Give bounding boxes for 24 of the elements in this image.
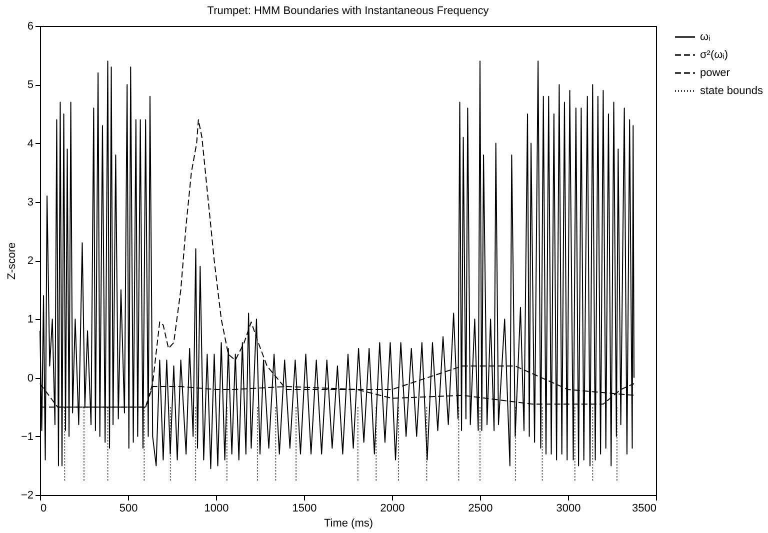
y-tick-label: 4 xyxy=(27,138,34,150)
y-tick-label: −2 xyxy=(20,490,34,502)
legend-label: σ²(ωᵢ) xyxy=(700,49,728,61)
x-tick-label: 2500 xyxy=(468,502,493,514)
x-tick-label: 1000 xyxy=(204,502,229,514)
y-tick-label: −1 xyxy=(20,430,34,443)
legend-label: ωᵢ xyxy=(700,31,711,43)
x-tick-label: 500 xyxy=(119,502,138,514)
y-tick-label: 0 xyxy=(27,372,34,384)
y-axis-title: Z-score xyxy=(6,242,18,280)
x-tick-label: 2000 xyxy=(380,502,405,514)
legend-label: power xyxy=(700,67,730,79)
x-tick-label: 3000 xyxy=(556,502,581,514)
y-tick-label: 3 xyxy=(27,196,34,208)
x-tick-label: 3500 xyxy=(632,502,656,514)
y-tick-label: 6 xyxy=(27,20,34,32)
y-tick-label: 2 xyxy=(27,255,34,267)
x-tick-label: 1500 xyxy=(292,502,317,514)
x-tick-label: 0 xyxy=(40,502,47,514)
x-axis-title: Time (ms) xyxy=(324,518,374,530)
y-tick-label: 1 xyxy=(27,314,34,326)
legend-label: state bounds xyxy=(700,85,764,97)
y-tick-label: 5 xyxy=(27,79,34,92)
chart-title: Trumpet: HMM Boundaries with Instantaneous Frequency xyxy=(207,5,490,17)
